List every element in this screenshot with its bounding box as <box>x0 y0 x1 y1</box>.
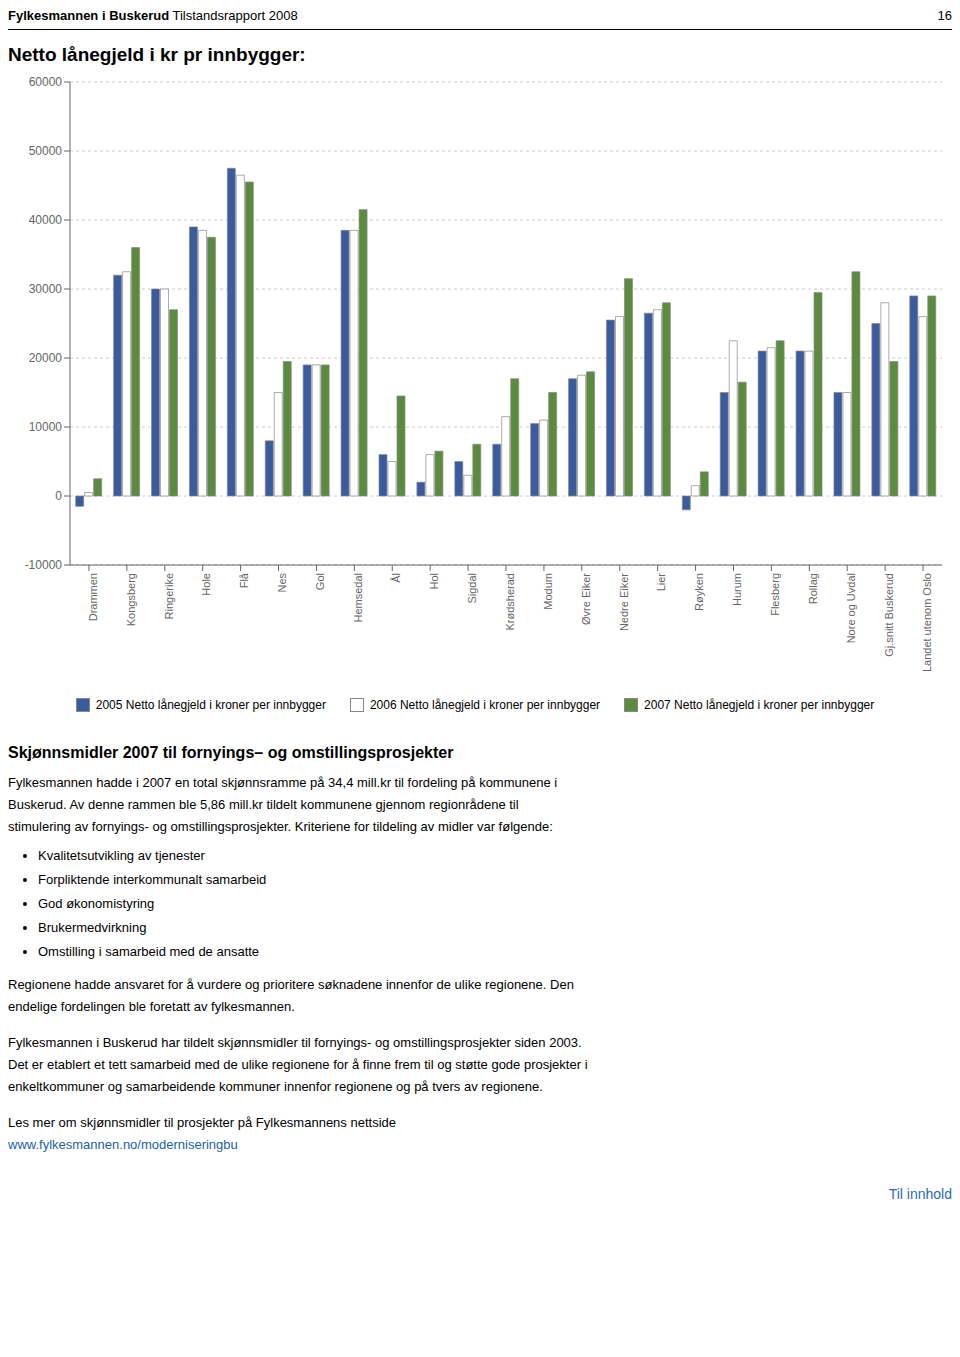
svg-text:Rollag: Rollag <box>807 573 819 604</box>
svg-text:Nedre Eiker: Nedre Eiker <box>618 573 630 631</box>
html-text:2007 Netto lånegjeld i kroner: 2007 Netto lånegjeld i kroner per innbyg… <box>644 698 875 712</box>
svg-text:Nore og Uvdal: Nore og Uvdal <box>845 573 857 643</box>
svg-text:Røyken: Røyken <box>693 573 705 611</box>
svg-text:30000: 30000 <box>29 282 63 296</box>
svg-text:Sigdal: Sigdal <box>466 573 478 604</box>
html-text:16: 16 <box>937 8 952 23</box>
svg-text:-10000: -10000 <box>25 558 63 572</box>
svg-text:Drammen: Drammen <box>87 573 99 621</box>
svg-text:Hemsedal: Hemsedal <box>352 573 364 623</box>
html-text:Netto lånegjeld i kr pr innbyg: Netto lånegjeld i kr pr innbygger: <box>8 44 306 65</box>
svg-text:Modum: Modum <box>542 573 554 610</box>
html-text:Det er etablert et tett samarb: Det er etablert et tett samarbeid med de… <box>8 1057 588 1072</box>
html-text:www.fylkesmannen.no/moderniser: www.fylkesmannen.no/moderniseringbu <box>8 1137 238 1152</box>
svg-text:Flå: Flå <box>238 572 250 588</box>
html-text:Buskerud. Av denne rammen ble: Buskerud. Av denne rammen ble 5,86 mill.… <box>8 797 519 812</box>
svg-text:Øvre Eiker: Øvre Eiker <box>580 573 592 625</box>
svg-text:Hurum: Hurum <box>731 573 743 606</box>
svg-text:60000: 60000 <box>29 75 63 89</box>
html-text:2005 Netto lånegjeld i kroner: 2005 Netto lånegjeld i kroner per innbyg… <box>95 698 326 712</box>
svg-text:Kongsberg: Kongsberg <box>125 573 137 626</box>
svg-text:Nes: Nes <box>276 573 288 593</box>
html-text:enkeltkommuner og samarbeidend: enkeltkommuner og samarbeidende kommuner… <box>8 1079 543 1094</box>
html-text:Les mer om skjønnsmidler til p: Les mer om skjønnsmidler til prosjekter … <box>8 1115 396 1130</box>
svg-text:Lier: Lier <box>655 573 667 592</box>
html-text:endelige fordelingen ble foret: endelige fordelingen ble foretatt av fyl… <box>8 999 295 1014</box>
html-text:Omstilling i samarbeid med de: Omstilling i samarbeid med de ansatte <box>38 944 260 959</box>
html-text:2006 Netto lånegjeld i kroner: 2006 Netto lånegjeld i kroner per innbyg… <box>369 698 601 712</box>
html-text:Til innhold: Til innhold <box>888 1186 952 1202</box>
html-text:God økonomistyring: God økonomistyring <box>38 896 155 911</box>
svg-text:Landet utenom Oslo: Landet utenom Oslo <box>921 573 933 672</box>
svg-text:0: 0 <box>55 489 62 503</box>
svg-text:40000: 40000 <box>29 213 63 227</box>
svg-text:10000: 10000 <box>29 420 63 434</box>
html-text:Fylkesmannen i Buskerud Tilsta: Fylkesmannen i Buskerud Tilstandsrapport… <box>8 8 298 23</box>
svg-text:50000: 50000 <box>29 144 63 158</box>
html-text:Forpliktende interkommunalt sa: Forpliktende interkommunalt samarbeid <box>38 872 267 887</box>
html-text:Fylkesmannen i Buskerud har ti: Fylkesmannen i Buskerud har tildelt skjø… <box>8 1035 582 1050</box>
html-text:Skjønnsmidler 2007 til fornyin: Skjønnsmidler 2007 til fornyings– og oms… <box>8 744 454 761</box>
html-text:stimulering av fornyings- og o: stimulering av fornyings- og omstillings… <box>8 819 553 834</box>
html-text:Fylkesmannen hadde i 2007 en t: Fylkesmannen hadde i 2007 en total skjøn… <box>8 775 558 790</box>
svg-text:Ringerike: Ringerike <box>163 573 175 619</box>
svg-text:Ål: Ål <box>390 573 402 583</box>
svg-text:Hole: Hole <box>201 573 213 596</box>
svg-text:Krødsherad: Krødsherad <box>504 573 516 630</box>
html-text:Kvalitetsutvikling av tjeneste: Kvalitetsutvikling av tjenester <box>38 848 205 863</box>
html-text:Regionene hadde ansvaret for å: Regionene hadde ansvaret for å vurdere o… <box>8 977 574 992</box>
svg-text:Flesberg: Flesberg <box>769 573 781 616</box>
svg-text:Gol: Gol <box>314 573 326 590</box>
html-text:Brukermedvirkning: Brukermedvirkning <box>38 920 147 935</box>
svg-text:Gj.snitt Buskerud: Gj.snitt Buskerud <box>883 573 895 657</box>
svg-text:Hol: Hol <box>428 573 440 590</box>
svg-text:20000: 20000 <box>29 351 63 365</box>
